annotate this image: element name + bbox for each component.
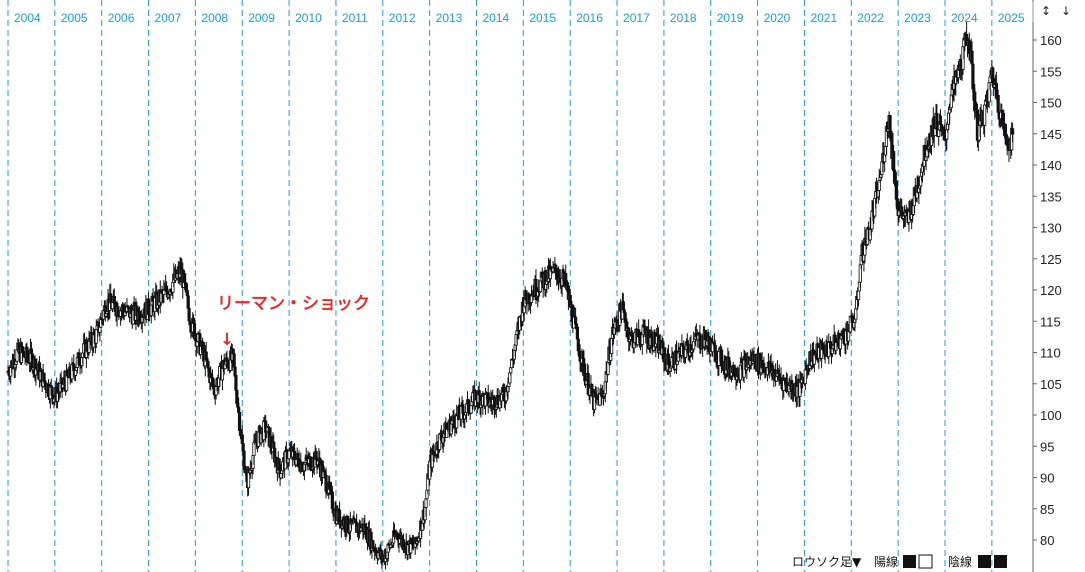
candle-down <box>204 351 208 361</box>
up-candle-style-button[interactable]: 陽線 <box>874 554 933 569</box>
candle-down <box>346 515 350 532</box>
year-label-2016: 2016 <box>576 11 603 25</box>
up-candle-label: 陽線 <box>874 554 898 569</box>
candle-up <box>983 104 987 126</box>
lehman-shock-arrow-icon: ↓ <box>220 330 234 350</box>
candle-up <box>73 370 78 376</box>
year-label-2005: 2005 <box>61 11 88 25</box>
price-label-140: 140 <box>1040 158 1062 173</box>
price-label-100: 100 <box>1040 408 1062 423</box>
year-label-2021: 2021 <box>810 11 837 25</box>
price-label-115: 115 <box>1040 314 1061 329</box>
year-axis: 2004 2005 2006 2007 2008 2009 2010 2011 2012 2013… <box>14 11 1025 25</box>
year-label-2017: 2017 <box>623 11 650 25</box>
year-label-2011: 2011 <box>342 11 368 25</box>
scroll-expand-icon[interactable]: ↕ <box>1041 4 1051 18</box>
year-gridlines <box>7 0 1034 572</box>
candle-down <box>231 348 235 355</box>
year-label-2018: 2018 <box>670 11 697 25</box>
year-label-2007: 2007 <box>155 11 182 25</box>
price-label-150: 150 <box>1040 96 1062 111</box>
candle-down <box>277 458 281 471</box>
candle-down <box>182 273 187 283</box>
price-label-135: 135 <box>1040 189 1062 204</box>
candle-down <box>401 539 406 551</box>
price-label-110: 110 <box>1040 346 1061 361</box>
price-label-90: 90 <box>1040 471 1054 486</box>
down-candle-fill-swatch <box>978 555 991 568</box>
candle-up <box>98 326 102 333</box>
year-label-2010: 2010 <box>295 11 322 25</box>
candle-up <box>279 473 283 479</box>
year-label-2020: 2020 <box>764 11 791 25</box>
candle-down <box>50 386 54 396</box>
year-label-2024: 2024 <box>951 11 978 25</box>
year-label-2025: 2025 <box>998 11 1025 25</box>
candle-up <box>856 290 861 301</box>
year-label-2004: 2004 <box>14 11 41 25</box>
candle-down <box>42 372 46 382</box>
year-label-2014: 2014 <box>483 11 510 25</box>
candle-up <box>803 369 807 385</box>
chart-legend: ロウソク足▼ 陽線 陰線 <box>792 554 1007 569</box>
year-label-2012: 2012 <box>389 11 416 25</box>
up-candle-fill-swatch <box>903 555 916 568</box>
candle-up <box>692 341 696 350</box>
down-candle-solid-swatch <box>994 555 1007 568</box>
candle-up <box>529 295 534 303</box>
candle-up <box>949 94 953 109</box>
year-label-2009: 2009 <box>248 11 275 25</box>
year-label-2022: 2022 <box>857 11 884 25</box>
price-label-120: 120 <box>1040 283 1062 298</box>
year-label-2013: 2013 <box>436 11 463 25</box>
candlestick-series <box>6 21 1015 570</box>
up-candle-hollow-swatch <box>918 554 933 569</box>
year-label-2008: 2008 <box>201 11 228 25</box>
price-label-105: 105 <box>1040 377 1062 392</box>
candle-down <box>237 411 242 431</box>
year-label-2006: 2006 <box>108 11 135 25</box>
price-label-125: 125 <box>1040 252 1062 267</box>
year-label-2019: 2019 <box>717 11 744 25</box>
price-label-145: 145 <box>1040 127 1062 142</box>
scroll-down-icon[interactable]: ↓ <box>1061 4 1071 18</box>
candle-up <box>683 349 688 358</box>
price-label-85: 85 <box>1040 502 1054 517</box>
year-label-2015: 2015 <box>529 11 556 25</box>
candle-down <box>900 206 904 214</box>
lehman-shock-label: リーマン・ショック <box>217 294 370 314</box>
candle-down <box>554 264 558 272</box>
candle-type-dropdown[interactable]: ロウソク足▼ <box>792 555 862 569</box>
year-label-2023: 2023 <box>904 11 931 25</box>
candle-up <box>94 329 98 344</box>
price-label-155: 155 <box>1040 64 1062 79</box>
price-label-160: 160 <box>1040 33 1062 48</box>
candle-up <box>469 405 473 414</box>
price-label-130: 130 <box>1040 221 1062 236</box>
price-axis: 80 85 90 95 100 105 110 115 120 125 130 135 140 145 15… <box>1033 33 1062 548</box>
candle-down <box>1004 133 1008 145</box>
price-label-80: 80 <box>1040 533 1054 548</box>
price-label-95: 95 <box>1040 439 1054 454</box>
down-candle-label: 陰線 <box>948 554 972 569</box>
candle-down <box>1010 128 1015 135</box>
down-candle-style-button[interactable]: 陰線 <box>948 554 1007 569</box>
